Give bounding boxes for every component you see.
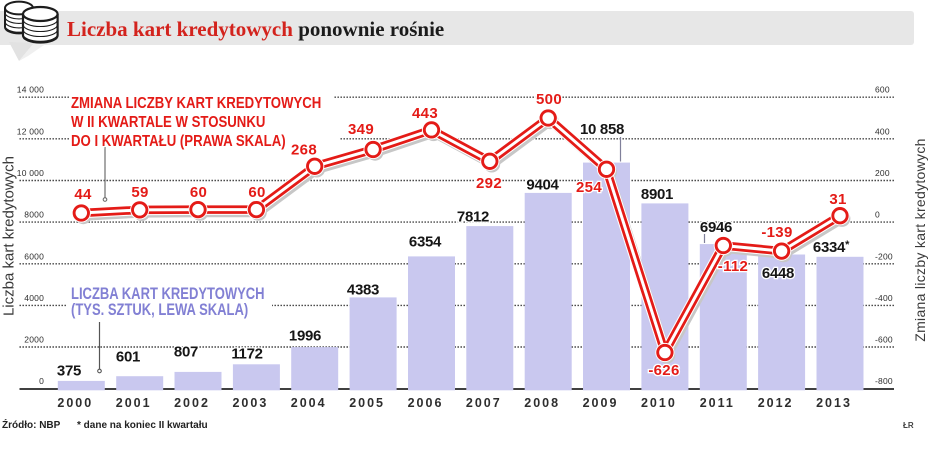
svg-text:0: 0 (875, 210, 880, 220)
svg-text:254: 254 (576, 179, 602, 196)
svg-text:807: 807 (174, 344, 198, 361)
svg-text:2004: 2004 (291, 396, 327, 410)
svg-text:8000: 8000 (24, 210, 44, 220)
svg-text:14 000: 14 000 (17, 85, 44, 95)
svg-text:6000: 6000 (24, 251, 44, 261)
svg-text:2005: 2005 (349, 396, 385, 410)
svg-text:-600: -600 (875, 335, 893, 345)
svg-text:4383: 4383 (347, 282, 379, 299)
svg-text:10 000: 10 000 (17, 168, 44, 178)
svg-text:2006: 2006 (408, 396, 444, 410)
svg-text:268: 268 (291, 142, 317, 159)
svg-text:6354: 6354 (409, 234, 442, 251)
svg-text:60: 60 (190, 184, 207, 201)
svg-text:2008: 2008 (524, 396, 560, 410)
svg-text:2007: 2007 (466, 396, 502, 410)
svg-text:1172: 1172 (231, 346, 262, 363)
svg-text:2011: 2011 (700, 396, 735, 410)
svg-text:375: 375 (57, 363, 81, 380)
svg-text:12 000: 12 000 (17, 126, 44, 136)
svg-text:443: 443 (412, 105, 438, 122)
svg-text:6448: 6448 (762, 265, 794, 282)
svg-text:-800: -800 (875, 376, 893, 386)
svg-text:292: 292 (476, 175, 502, 192)
svg-text:6946: 6946 (700, 219, 732, 236)
svg-text:4000: 4000 (24, 293, 44, 303)
svg-text:349: 349 (348, 121, 374, 138)
svg-text:1996: 1996 (289, 328, 321, 345)
svg-text:10 858: 10 858 (580, 121, 624, 138)
svg-text:8901: 8901 (641, 186, 673, 203)
svg-text:60: 60 (248, 184, 265, 201)
svg-text:2003: 2003 (232, 396, 268, 410)
svg-text:2012: 2012 (758, 396, 794, 410)
svg-text:2009: 2009 (583, 396, 619, 410)
svg-text:2013: 2013 (816, 396, 852, 410)
svg-text:400: 400 (875, 126, 890, 136)
svg-text:-626: -626 (648, 362, 679, 379)
svg-text:2000: 2000 (57, 396, 93, 410)
svg-text:9404: 9404 (526, 177, 559, 194)
svg-text:2010: 2010 (641, 396, 677, 410)
svg-text:-112: -112 (718, 258, 748, 275)
svg-text:2000: 2000 (24, 335, 44, 345)
svg-text:0: 0 (39, 376, 44, 386)
svg-text:200: 200 (875, 168, 890, 178)
svg-text:2001: 2001 (116, 396, 152, 410)
svg-text:-200: -200 (875, 251, 893, 261)
svg-text:44: 44 (74, 186, 92, 203)
svg-text:600: 600 (875, 85, 890, 95)
svg-text:500: 500 (536, 91, 562, 108)
svg-text:601: 601 (116, 349, 140, 366)
svg-text:7812: 7812 (457, 209, 489, 226)
svg-text:31: 31 (829, 191, 846, 208)
svg-text:59: 59 (131, 184, 148, 201)
svg-text:2002: 2002 (174, 396, 210, 410)
svg-text:6334*: 6334* (813, 239, 850, 256)
svg-text:-400: -400 (875, 293, 893, 303)
svg-text:-139: -139 (761, 224, 792, 241)
